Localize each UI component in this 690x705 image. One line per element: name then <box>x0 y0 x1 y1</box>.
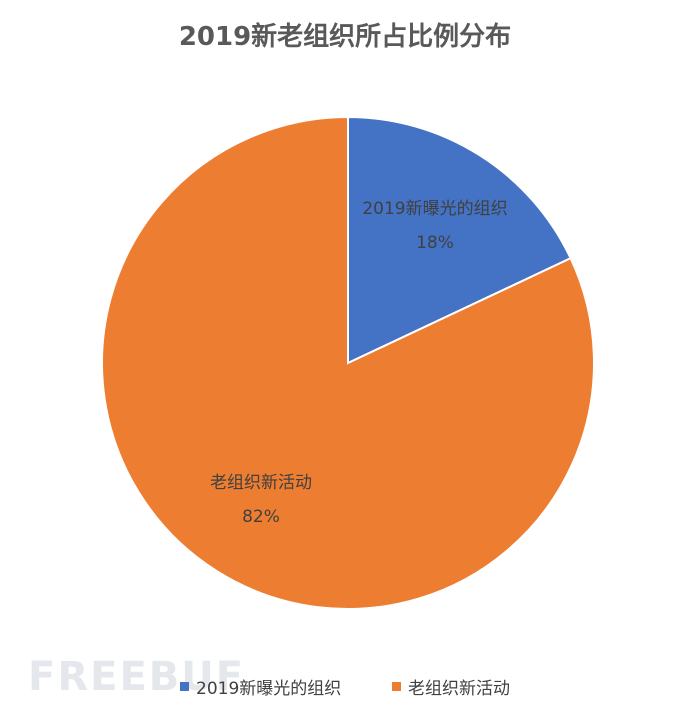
pie-slice <box>347 115 572 365</box>
legend-swatch <box>392 682 401 691</box>
watermark: FREEBUF <box>28 654 246 700</box>
data-label: 老组织新活动 82% <box>186 466 336 534</box>
data-label: 2019新曝光的组织 18% <box>360 192 510 260</box>
data-label-category: 老组织新活动 <box>210 473 312 494</box>
chart-title: 2019新老组织所占比例分布 <box>178 22 512 52</box>
legend-item: 老组织新活动 <box>392 674 510 699</box>
legend-label: 老组织新活动 <box>408 679 510 699</box>
legend-item: 2019新曝光的组织 <box>180 674 341 699</box>
legend-label: 2019新曝光的组织 <box>196 679 342 699</box>
data-label-value: 18% <box>416 232 454 253</box>
legend-swatch <box>180 682 189 691</box>
data-label-value: 82% <box>242 507 280 528</box>
data-label-category: 2019新曝光的组织 <box>362 198 508 219</box>
pie-slice <box>101 115 595 610</box>
